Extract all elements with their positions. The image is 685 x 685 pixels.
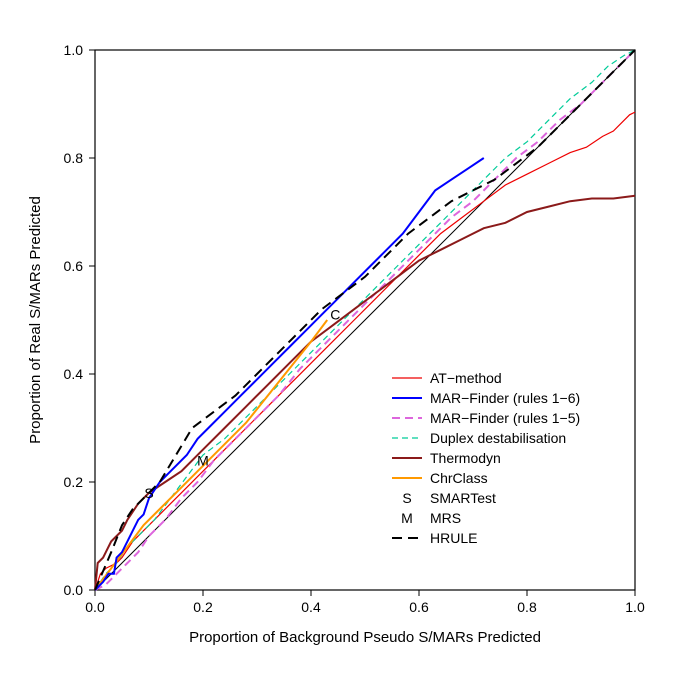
legend-label-mrs: MRS <box>430 510 461 526</box>
y-tick-label: 0.6 <box>64 258 84 274</box>
legend-label-duplex: Duplex destabilisation <box>430 430 566 446</box>
y-tick-label: 1.0 <box>64 42 84 58</box>
marker-mrs: M <box>197 452 209 468</box>
chart-container: 0.00.0 0.2 0.2 0.4 0.4 0.6 0.6 0.8 0.8 1.0 1.0 Prop… <box>0 0 685 685</box>
y-tick-label: 0.2 <box>64 474 84 490</box>
x-tick-label: 0.8 <box>517 599 537 615</box>
x-tick-label: 0.4 <box>301 599 321 615</box>
series-at <box>95 112 635 590</box>
legend-label-chr: ChrClass <box>430 470 488 486</box>
legend-label-smartest: SMARTest <box>430 490 496 506</box>
x-tick-label: 0.0 <box>85 599 105 615</box>
x-axis-label: Proportion of Background Pseudo S/MARs P… <box>189 629 541 646</box>
y-tick-label: 0.0 <box>64 582 84 598</box>
x-tick-label: 0.2 <box>193 599 213 615</box>
y-tick-label: 0.4 <box>64 366 84 382</box>
legend-label-mf15: MAR−Finder (rules 1−5) <box>430 410 580 426</box>
y-axis-label: Proportion of Real S/MARs Predicted <box>27 196 44 444</box>
legend-swatch-smartest: S <box>402 490 411 506</box>
legend-label-mf16: MAR−Finder (rules 1−6) <box>430 390 580 406</box>
marker-chr_end: C <box>330 307 340 323</box>
y-tick-label: 0.8 <box>64 150 84 166</box>
legend-label-hrule: HRULE <box>430 530 477 546</box>
marker-smartest: S <box>144 485 153 501</box>
x-tick-label: 1.0 <box>625 599 645 615</box>
legend-label-thermo: Thermodyn <box>430 450 501 466</box>
x-tick-label: 0.6 <box>409 599 429 615</box>
legend-label-at: AT−method <box>430 370 502 386</box>
roc-chart: 0.00.0 0.2 0.2 0.4 0.4 0.6 0.6 0.8 0.8 1.0 1.0 Prop… <box>0 0 685 685</box>
legend-swatch-mrs: M <box>401 510 413 526</box>
